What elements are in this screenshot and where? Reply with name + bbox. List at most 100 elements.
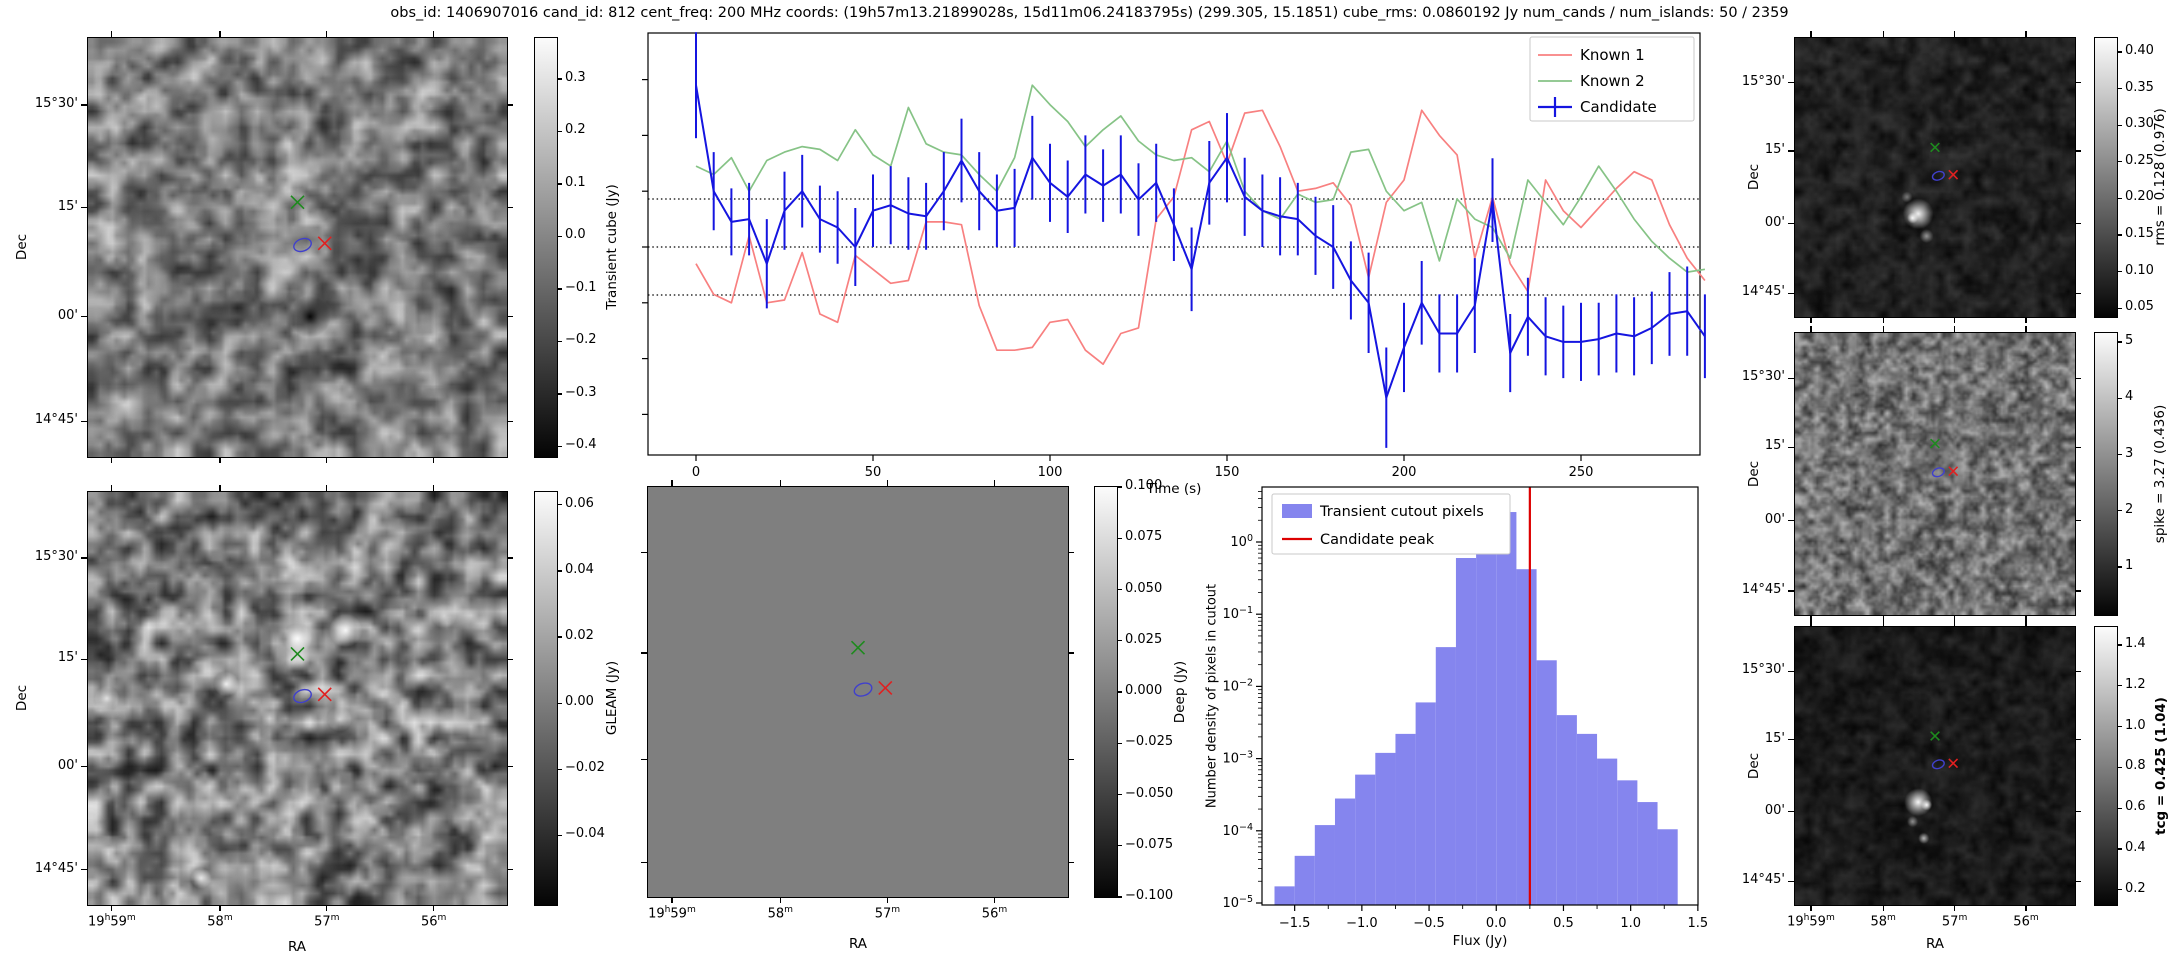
rms-cutout-dec-tick-label: 14°45': [1741, 284, 1785, 300]
histogram-bar: [1314, 825, 1335, 905]
red-x-marker: [1948, 758, 1959, 769]
colorbar-deep-tick: [1117, 896, 1122, 898]
gleam-cutout-ra-tick-label: 56m: [420, 913, 447, 930]
colorbar-deep-tick-label: −0.025: [1125, 734, 1174, 750]
colorbar-tcg-tick-label: 0.2: [2125, 880, 2146, 896]
transient-cutout-xtick: [219, 31, 221, 37]
blue-contour-marker: [1931, 170, 1945, 181]
colorbar-spike-tick: [2117, 341, 2122, 343]
spike-cutout-ytick: [2075, 519, 2081, 522]
transient-cutout-xtick: [326, 31, 328, 37]
tcg-cutout-dec-tick-label: 00': [1764, 802, 1785, 818]
colorbar-deep-tick-label: 0.000: [1125, 683, 1163, 698]
colorbar-deep-tick-label: 0.050: [1125, 580, 1163, 596]
colorbar-tcg-tick: [2117, 848, 2122, 850]
transient-cutout-ytick: [507, 207, 513, 209]
colorbar-rms-tick-label: 0.40: [2125, 42, 2154, 58]
colorbar-gleam-tick: [557, 636, 562, 638]
legend-entry-candidate: Candidate: [1580, 98, 1657, 116]
histogram-bar: [1294, 855, 1315, 905]
rms-cutout-xtick: [2025, 31, 2027, 37]
colorbar-transient-tick: [557, 445, 562, 448]
panel-tcg-cutout: [1794, 626, 2076, 906]
transient-cutout-ytick: [507, 420, 513, 422]
colorbar-tcg-tick: [2117, 726, 2122, 728]
blue-contour-marker: [853, 682, 873, 697]
flux-axis-label: Flux (Jy): [1452, 933, 1508, 949]
dec-axis-label-gleam: Dec: [14, 684, 30, 712]
gleam-cutout-xtick: [111, 485, 113, 491]
colorbar-transient-tick-label: −0.2: [565, 332, 597, 348]
transient-cutout-ytick: [507, 104, 513, 106]
rms-cutout-ytick: [2075, 82, 2081, 84]
gleam-cutout-markers-overlay: [290, 646, 332, 704]
gleam-cutout-dec-tick-label: 15°30': [34, 549, 78, 565]
colorbar-transient-tick: [557, 130, 562, 133]
panel-rms-cutout: [1794, 37, 2076, 318]
red-x-marker: [317, 236, 332, 251]
histogram-bar: [1637, 802, 1658, 905]
spike-cutout-dec-tick-label: 00': [1764, 511, 1785, 527]
lightcurve-xtick-label: 250: [1569, 465, 1594, 480]
histogram-bar: [1415, 702, 1436, 905]
gleam-cutout-xtick: [326, 905, 328, 911]
histogram-ytick-label: 10−4: [1222, 822, 1253, 839]
colorbar-spike-tick: [2117, 453, 2122, 456]
deep-cutout-markers-overlay: [850, 640, 893, 697]
spike-cutout-xtick: [1882, 326, 1884, 332]
gleam-cutout-xtick: [433, 485, 435, 491]
histogram-xtick-label: −0.5: [1413, 916, 1445, 931]
spike-cutout-ytick: [2075, 590, 2081, 592]
tcg-cutout-ytick: [2075, 880, 2081, 882]
colorbar-rms-tick-label: 0.10: [2125, 262, 2154, 278]
gleam-cutout-ytick: [507, 766, 513, 768]
spike-cutout-xtick: [1810, 615, 1812, 621]
colorbar-spike-tick-label: 4: [2125, 389, 2134, 405]
histogram-ytick-label: 10−5: [1222, 894, 1253, 911]
tcg-cutout-ytick: [2075, 670, 2081, 673]
tcg-cutout-xtick: [1810, 905, 1812, 911]
colorbar-transient-tick: [557, 340, 562, 343]
colorbar-transient-tick: [557, 235, 562, 238]
ra-axis-label-deep: RA: [848, 936, 868, 952]
histogram-ytick-label: 10−3: [1222, 750, 1253, 767]
colorbar-transient: [534, 37, 558, 458]
colorbar-transient-tick: [557, 183, 562, 185]
histogram-plot: −1.5 −1.0 −0.5 0.0 0.5 1.0 1.5 100 10−1 10−2 10−3 1…: [1222, 486, 1708, 931]
colorbar-transient-tick: [557, 393, 562, 395]
transient-cutout-ytick: [81, 207, 87, 209]
tcg-cutout-ra-tick-label: 58m: [1870, 913, 1896, 930]
spike-cutout-ytick: [1788, 519, 1794, 522]
gleam-cutout-dec-tick-label: 15': [57, 650, 78, 666]
colorbar-rms-tick: [2117, 51, 2122, 53]
colorbar-gleam-tick: [557, 504, 562, 506]
tcg-cutout-markers-overlay: [1930, 731, 1959, 770]
transient-cutout-ytick: [81, 316, 87, 318]
colorbar-deep-tick-label: −0.075: [1125, 836, 1174, 852]
colorbar-rms-tick: [2117, 270, 2122, 273]
colorbar-deep-tick: [1117, 537, 1122, 539]
colorbar-rms-tick: [2117, 161, 2122, 163]
histogram-xtick-label: 1.0: [1620, 916, 1641, 931]
colorbar-spike-tick: [2117, 510, 2122, 512]
histogram-bar: [1597, 758, 1618, 905]
histogram-ytick-label: 100: [1230, 533, 1253, 550]
panel-gleam-cutout: [87, 491, 508, 906]
panel-transient-cutout: [87, 37, 508, 458]
lightcurve-xtick-label: 0: [692, 465, 700, 480]
transient-cutout-ytick: [507, 316, 513, 318]
colorbar-deep-tick: [1117, 691, 1122, 693]
rms-cutout-xtick: [1954, 317, 1956, 323]
colorbar-rms-tick-label: 0.05: [2125, 299, 2154, 315]
rms-cutout-xtick: [1810, 317, 1812, 323]
colorbar-gleam-tick-label: 0.00: [565, 694, 594, 710]
deep-cutout-xtick: [779, 897, 781, 903]
red-x-marker: [317, 687, 332, 702]
transient-cutout-xtick: [433, 31, 435, 37]
histogram-xtick-label: −1.0: [1346, 916, 1378, 931]
histogram-bar: [1536, 660, 1557, 905]
colorbar-deep-tick: [1117, 742, 1122, 744]
colorbar-deep-tick-label: −0.050: [1125, 785, 1174, 801]
green-x-marker: [1930, 731, 1940, 741]
colorbar-spike-tick: [2117, 397, 2122, 399]
